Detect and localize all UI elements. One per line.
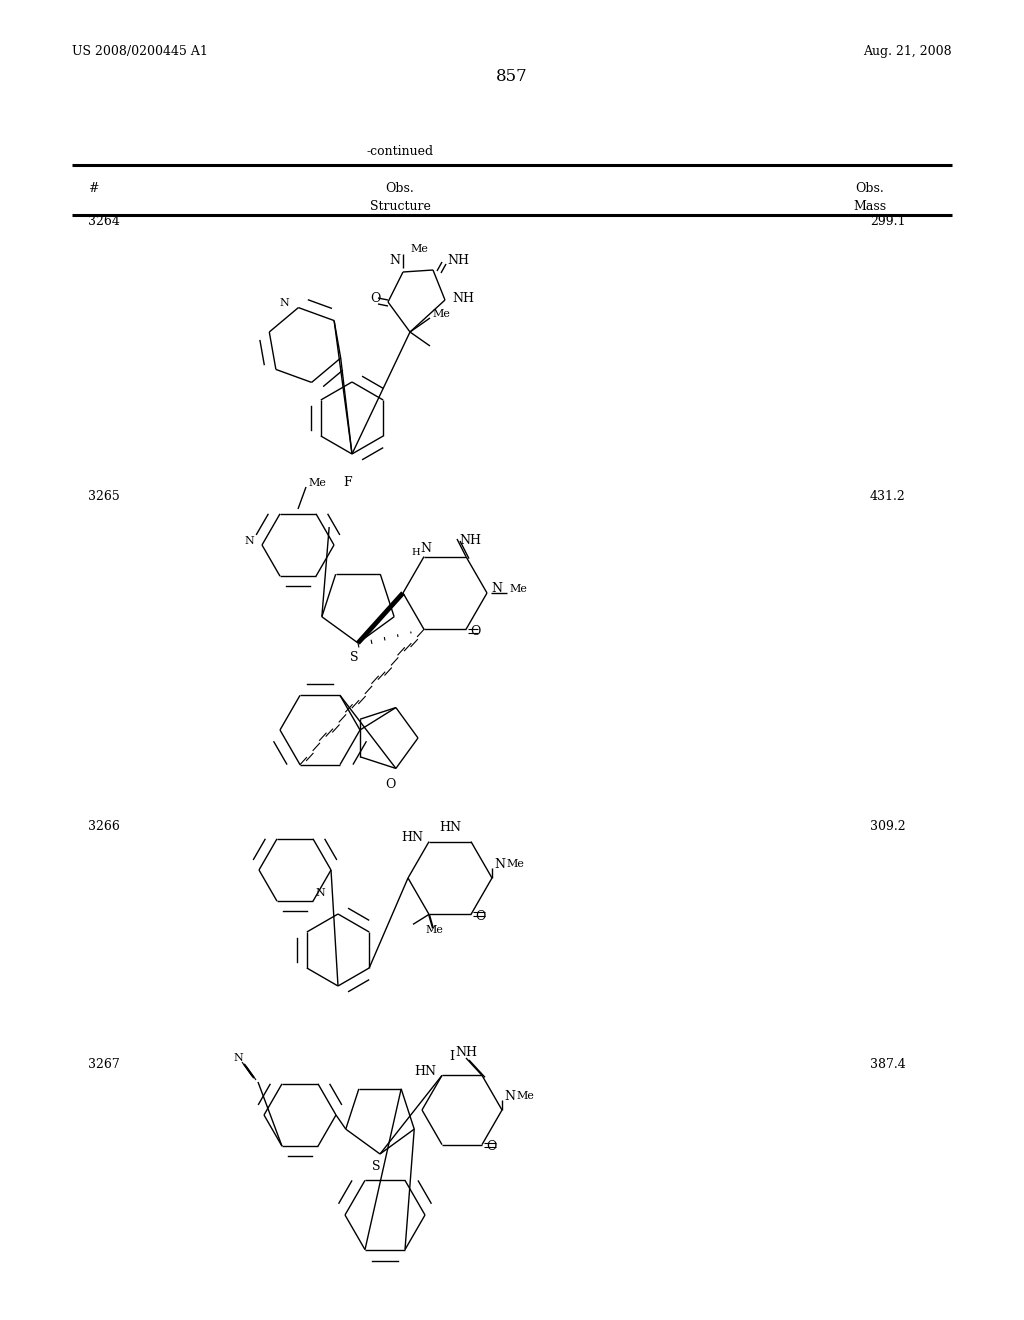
Text: 3264: 3264 — [88, 215, 120, 228]
Text: Me: Me — [516, 1092, 534, 1101]
Text: O: O — [486, 1140, 497, 1154]
Text: #: # — [88, 182, 98, 195]
Text: Me: Me — [308, 478, 326, 488]
Text: 3267: 3267 — [88, 1059, 120, 1071]
Text: Me: Me — [432, 309, 450, 319]
Text: 387.4: 387.4 — [870, 1059, 906, 1071]
Text: Obs.: Obs. — [856, 182, 885, 195]
Text: N: N — [504, 1089, 515, 1102]
Text: 431.2: 431.2 — [870, 490, 906, 503]
Text: NH: NH — [455, 1045, 477, 1059]
Text: O: O — [475, 909, 485, 923]
Text: N: N — [490, 582, 502, 595]
Text: N: N — [315, 888, 325, 898]
Text: Me: Me — [506, 859, 524, 869]
Text: Obs.: Obs. — [386, 182, 415, 195]
Text: S: S — [350, 651, 358, 664]
Text: NH: NH — [452, 293, 474, 305]
Text: 857: 857 — [496, 69, 528, 84]
Text: HN: HN — [401, 832, 423, 843]
Text: S: S — [372, 1160, 380, 1173]
Text: HN: HN — [414, 1065, 436, 1078]
Text: N: N — [233, 1053, 243, 1063]
Text: Me: Me — [410, 244, 428, 253]
Text: Mass: Mass — [853, 201, 887, 213]
Text: US 2008/0200445 A1: US 2008/0200445 A1 — [72, 45, 208, 58]
Text: N: N — [494, 858, 505, 870]
Text: NH: NH — [447, 253, 469, 267]
Text: 299.1: 299.1 — [870, 215, 905, 228]
Text: HN: HN — [439, 821, 461, 834]
Text: 3265: 3265 — [88, 490, 120, 503]
Text: Me: Me — [509, 583, 527, 594]
Text: 309.2: 309.2 — [870, 820, 905, 833]
Text: Aug. 21, 2008: Aug. 21, 2008 — [863, 45, 952, 58]
Text: N: N — [389, 253, 400, 267]
Text: N: N — [280, 297, 289, 308]
Text: Me: Me — [425, 925, 442, 936]
Text: NH: NH — [459, 535, 481, 548]
Text: F: F — [344, 477, 352, 488]
Text: O: O — [470, 624, 480, 638]
Text: Structure: Structure — [370, 201, 430, 213]
Text: 3266: 3266 — [88, 820, 120, 833]
Text: O: O — [385, 777, 395, 791]
Text: N: N — [245, 536, 254, 546]
Text: O: O — [370, 292, 380, 305]
Text: N: N — [421, 543, 431, 556]
Text: -continued: -continued — [367, 145, 433, 158]
Text: I: I — [450, 1049, 455, 1063]
Text: H: H — [412, 548, 420, 557]
